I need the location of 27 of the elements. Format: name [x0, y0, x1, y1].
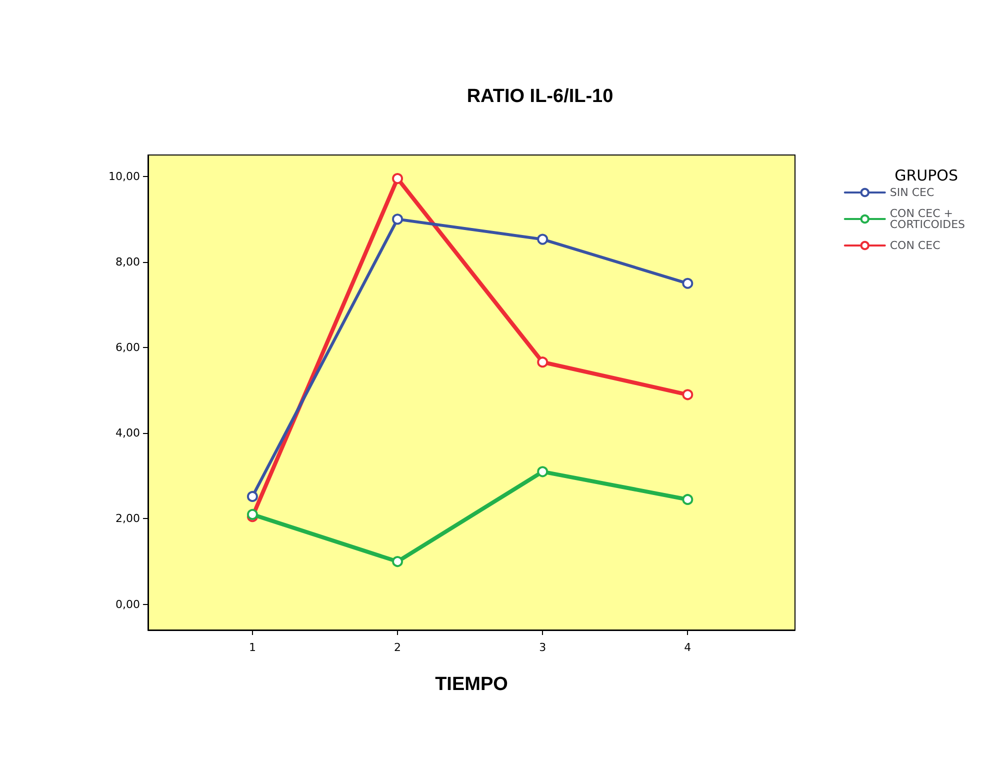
- legend-label: SIN CEC: [890, 186, 934, 199]
- point: [392, 173, 404, 184]
- y-tick-label: 4,00: [116, 426, 140, 440]
- point: [682, 278, 694, 289]
- point: [537, 466, 548, 478]
- point: [392, 556, 404, 568]
- y-tick-label: 10,00: [108, 170, 140, 183]
- point: [537, 356, 548, 368]
- legend-label: CON CEC: [890, 239, 941, 252]
- point: [246, 508, 258, 520]
- x-tick-label: 1: [248, 641, 256, 654]
- point: [392, 214, 404, 225]
- y-tick-label: 0,00: [116, 598, 140, 611]
- x-tick-label: 4: [684, 641, 692, 654]
- point: [682, 494, 694, 505]
- point: [537, 234, 548, 245]
- x-tick-label: 3: [539, 641, 546, 654]
- y-tick-label: 6,00: [116, 341, 140, 354]
- chart-title: RATIO IL-6/IL-10: [466, 86, 614, 107]
- point: [246, 490, 258, 502]
- legend-label: CON CEC + CORTICOIDES: [890, 207, 966, 231]
- x-axis-title: TIEMPO: [435, 674, 508, 695]
- point: [682, 389, 694, 400]
- y-tick-label: 2,00: [116, 512, 140, 526]
- legend-title: GRUPOS: [894, 166, 958, 184]
- x-tick-label: 2: [394, 641, 402, 654]
- y-tick-label: 8,00: [116, 255, 140, 268]
